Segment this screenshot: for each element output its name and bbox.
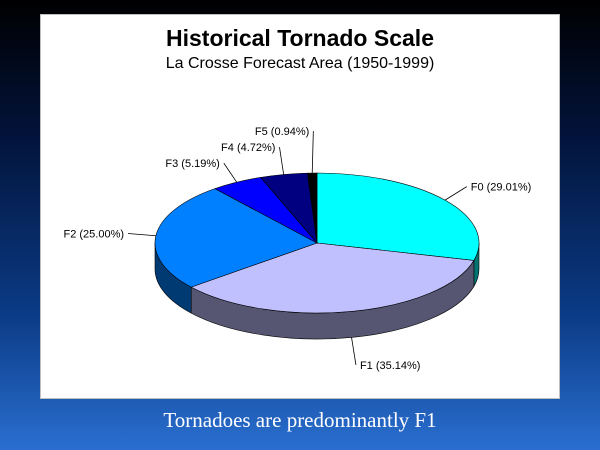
pie-chart: F0 (29.01%) F1 (35.14%) F2 (25.00%) F3 (5.1… (63, 126, 531, 372)
chart-subtitle: La Crosse Forecast Area (1950-1999) (165, 55, 435, 72)
chart-title: Historical Tornado Scale (166, 25, 434, 51)
chart-panel: Historical Tornado Scale La Crosse Forec… (40, 14, 560, 399)
pie-slice-f1 (190, 242, 475, 314)
leader-line-f4 (279, 147, 285, 175)
leader-line-f2 (127, 233, 156, 237)
slice-label-f0: F0 (29.01%) (471, 182, 532, 194)
slice-label-f5: F5 (0.94%) (255, 126, 309, 138)
leader-line-f0 (444, 186, 467, 201)
slice-label-f2: F2 (25.00%) (63, 228, 124, 240)
slice-label-f4: F4 (4.72%) (221, 142, 275, 154)
leader-line-f1 (351, 337, 357, 365)
leader-line-f5 (311, 131, 314, 174)
pie-sides (154, 242, 480, 340)
leader-line-f3 (223, 162, 238, 183)
slice-label-f3: F3 (5.19%) (165, 158, 219, 170)
pie-labels: F0 (29.01%) F1 (35.14%) F2 (25.00%) F3 (5.1… (63, 126, 531, 372)
slide-caption: Tornadoes are predominantly F1 (163, 408, 437, 432)
slice-label-f1: F1 (35.14%) (360, 360, 421, 372)
pie-slices (154, 172, 480, 314)
pie-slice-f2 (154, 188, 318, 288)
